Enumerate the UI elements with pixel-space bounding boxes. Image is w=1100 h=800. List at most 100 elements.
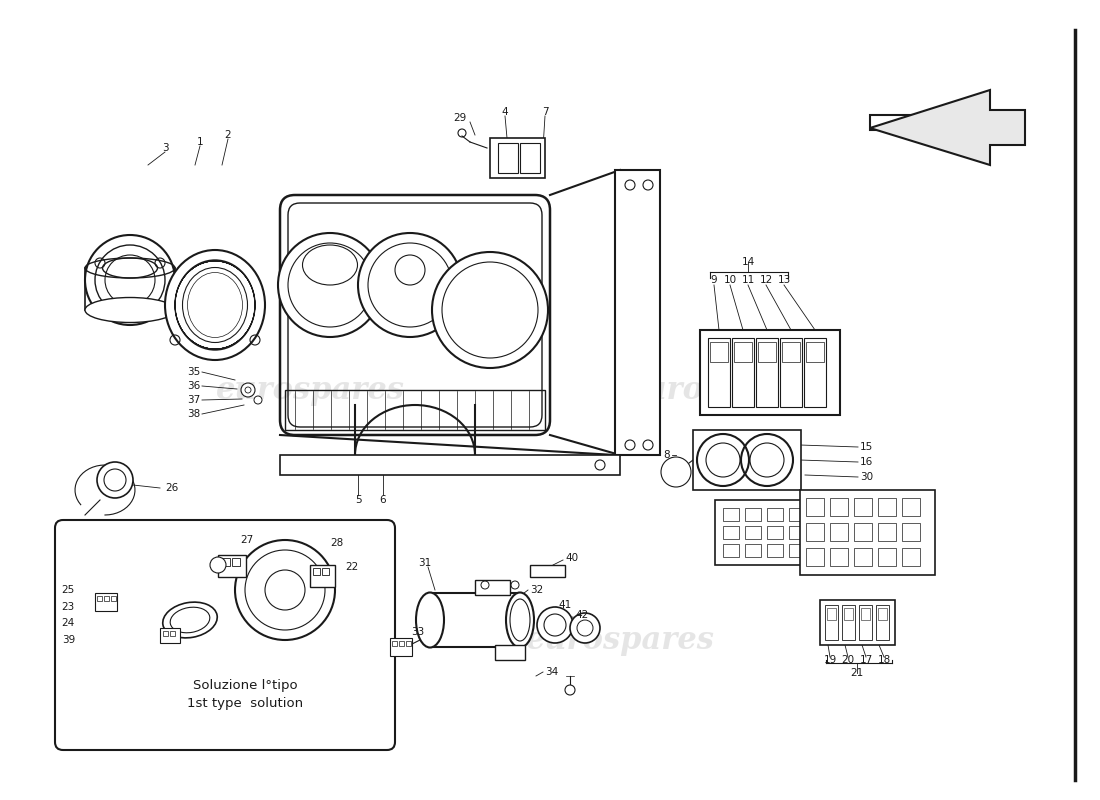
Bar xyxy=(825,605,838,640)
Circle shape xyxy=(241,383,255,397)
Bar xyxy=(876,605,889,640)
Bar xyxy=(745,508,761,521)
Bar xyxy=(767,526,783,539)
Bar xyxy=(782,342,800,362)
Bar xyxy=(902,523,920,541)
Text: 14: 14 xyxy=(741,257,755,267)
Circle shape xyxy=(644,440,653,450)
Text: 27: 27 xyxy=(241,535,254,545)
Text: 5: 5 xyxy=(354,495,361,505)
Text: 3: 3 xyxy=(162,143,168,153)
Text: 33: 33 xyxy=(411,627,425,637)
Bar xyxy=(830,548,848,566)
Text: eurospares: eurospares xyxy=(526,625,714,655)
Bar xyxy=(530,565,565,577)
Bar xyxy=(163,631,168,636)
Text: 8: 8 xyxy=(663,450,670,460)
Bar xyxy=(830,523,848,541)
Text: 1st type  solution: 1st type solution xyxy=(187,697,304,710)
Text: 13: 13 xyxy=(778,275,791,285)
Text: 15: 15 xyxy=(860,442,873,452)
Bar xyxy=(806,498,824,516)
Text: 18: 18 xyxy=(878,655,891,665)
Bar xyxy=(859,605,872,640)
Bar xyxy=(392,641,397,646)
Text: 12: 12 xyxy=(759,275,772,285)
Ellipse shape xyxy=(165,250,265,360)
Text: 2: 2 xyxy=(224,130,231,140)
Polygon shape xyxy=(870,115,920,130)
Text: 9: 9 xyxy=(711,275,717,285)
Text: 19: 19 xyxy=(824,655,837,665)
Bar xyxy=(732,338,754,407)
Bar xyxy=(756,338,778,407)
Circle shape xyxy=(644,180,653,190)
Bar xyxy=(160,628,180,643)
Bar xyxy=(780,338,802,407)
Bar xyxy=(280,455,620,475)
Text: 34: 34 xyxy=(544,667,558,677)
Bar xyxy=(218,555,246,577)
Bar xyxy=(767,544,783,557)
Text: 6: 6 xyxy=(379,495,386,505)
Circle shape xyxy=(97,462,133,498)
Circle shape xyxy=(85,235,175,325)
Bar xyxy=(758,342,776,362)
Bar xyxy=(806,523,824,541)
Circle shape xyxy=(210,557,225,573)
Bar xyxy=(490,138,544,178)
Circle shape xyxy=(432,252,548,368)
Bar xyxy=(111,596,116,601)
Text: 31: 31 xyxy=(418,558,431,568)
Circle shape xyxy=(278,233,382,337)
Bar xyxy=(314,568,320,575)
Bar xyxy=(827,608,836,620)
Bar xyxy=(399,641,404,646)
Circle shape xyxy=(661,457,691,487)
Bar xyxy=(878,608,887,620)
Text: 24: 24 xyxy=(62,618,75,628)
Bar xyxy=(789,508,805,521)
Bar xyxy=(232,558,240,566)
Text: 17: 17 xyxy=(859,655,872,665)
Text: 25: 25 xyxy=(62,585,75,595)
Bar xyxy=(830,498,848,516)
Circle shape xyxy=(537,607,573,643)
Text: 4: 4 xyxy=(502,107,508,117)
Ellipse shape xyxy=(506,593,534,647)
Bar xyxy=(861,608,870,620)
Bar xyxy=(745,544,761,557)
Text: Soluzione l°tipo: Soluzione l°tipo xyxy=(192,678,297,691)
Bar xyxy=(708,338,730,407)
Bar xyxy=(878,498,896,516)
Text: eurospares: eurospares xyxy=(626,374,814,406)
Ellipse shape xyxy=(163,602,218,638)
Bar xyxy=(902,498,920,516)
Bar xyxy=(804,338,826,407)
Bar xyxy=(878,548,896,566)
Bar xyxy=(390,638,412,656)
Text: 20: 20 xyxy=(842,655,855,665)
Bar xyxy=(710,342,728,362)
Bar xyxy=(854,523,872,541)
Bar xyxy=(170,631,175,636)
Text: 38: 38 xyxy=(187,409,200,419)
Text: 28: 28 xyxy=(330,538,343,548)
Text: 41: 41 xyxy=(558,600,571,610)
Text: 40: 40 xyxy=(565,553,579,563)
Text: 35: 35 xyxy=(187,367,200,377)
Bar xyxy=(715,500,815,565)
Circle shape xyxy=(625,440,635,450)
Bar xyxy=(222,558,230,566)
Text: 37: 37 xyxy=(187,395,200,405)
Text: 23: 23 xyxy=(62,602,75,612)
Bar xyxy=(745,526,761,539)
Circle shape xyxy=(235,540,336,640)
Bar xyxy=(498,143,518,173)
Bar xyxy=(520,143,540,173)
Bar xyxy=(723,508,739,521)
Text: 7: 7 xyxy=(541,107,548,117)
Bar xyxy=(97,596,102,601)
Bar xyxy=(475,580,510,595)
Text: 32: 32 xyxy=(530,585,543,595)
